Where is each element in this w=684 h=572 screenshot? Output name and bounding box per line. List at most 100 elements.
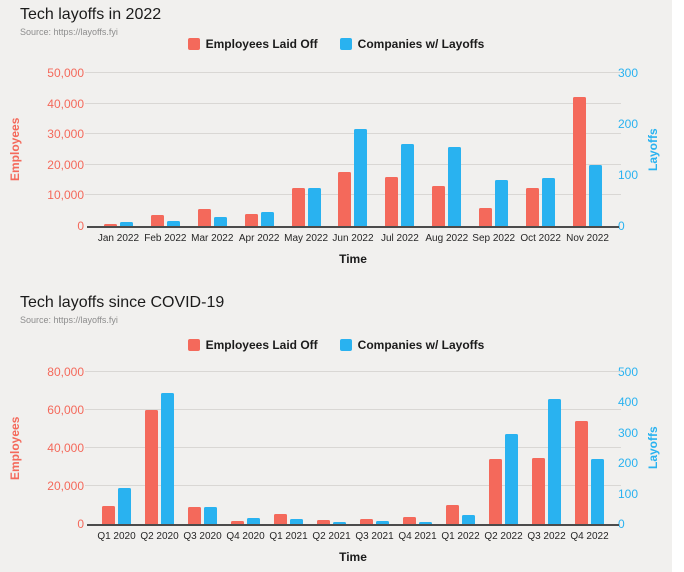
bar-employees-feb-2022 [150, 215, 164, 226]
x-tick-label: Q4 2021 [398, 531, 437, 542]
chart-source-link[interactable]: Source: https://layoffs.fyi [20, 315, 118, 325]
x-axis-line [87, 226, 619, 228]
y-tick-label: 300 [618, 66, 639, 80]
bar-group [353, 372, 396, 524]
x-tick-label: Jul 2022 [380, 233, 419, 244]
time-axis-title: Time [339, 550, 367, 564]
bar-companies-q1-2022 [462, 514, 475, 524]
y-tick-label: 20,000 [47, 157, 84, 172]
bar-group [142, 73, 189, 226]
x-tick-label: Q1 2022 [441, 531, 480, 542]
bars-row [95, 372, 611, 524]
y-tick-label: 0 [618, 517, 625, 531]
y-tick-label: 200 [618, 117, 639, 131]
x-tick-label: Oct 2022 [520, 233, 561, 244]
bar-companies-q4-2022 [591, 458, 604, 524]
gridline [85, 163, 621, 165]
bar-group [138, 372, 181, 524]
bar-group [525, 372, 568, 524]
employees-swatch-icon [187, 339, 200, 351]
legend: Employees Laid Off Companies w/ Layoffs [0, 338, 672, 352]
bar-group [310, 372, 353, 524]
legend-label: Companies w/ Layoffs [357, 338, 485, 352]
bar-companies-q1-2021 [290, 518, 303, 524]
x-tick-label: Jan 2022 [97, 233, 140, 244]
bar-employees-q3-2020 [188, 506, 201, 524]
bar-employees-q4-2022 [575, 421, 588, 524]
bar-companies-q4-2021 [419, 522, 432, 524]
bar-group [423, 73, 470, 226]
x-tick-label: Q1 2021 [269, 531, 308, 542]
bar-group [95, 372, 138, 524]
x-tick-label: Sep 2022 [472, 233, 516, 244]
bar-companies-jan-2022 [119, 222, 133, 226]
y-tick-label: 10,000 [47, 188, 84, 203]
chart-2022: Tech layoffs in 2022 Source: https://lay… [0, 0, 672, 286]
bar-group [376, 73, 423, 226]
chart-title: Tech layoffs since COVID-19 [20, 294, 225, 311]
x-axis-line [87, 524, 619, 526]
x-axis-labels: Q1 2020 Q2 2020 Q3 2020 Q4 2020 Q1 2021 Q2 20… [95, 531, 611, 542]
companies-swatch-icon [339, 38, 352, 50]
bar-companies-q2-2021 [333, 522, 346, 524]
x-tick-label: Q4 2022 [570, 531, 609, 542]
time-axis-title: Time [339, 252, 367, 266]
y-tick-label: 20,000 [47, 479, 84, 493]
bar-group [564, 73, 611, 226]
chart-source-link[interactable]: Source: https://layoffs.fyi [20, 27, 118, 37]
y-tick-label: 80,000 [47, 365, 84, 379]
x-tick-label: Aug 2022 [425, 233, 469, 244]
chart-title: Tech layoffs in 2022 [20, 6, 162, 23]
bar-companies-q3-2021 [376, 520, 389, 524]
y-axis-right: 0 100 200 300 400 500 [618, 365, 666, 531]
gridline [85, 409, 621, 410]
bar-companies-apr-2022 [260, 211, 274, 226]
x-tick-label: Feb 2022 [144, 233, 187, 244]
y-axis-right: 0 100 200 300 [618, 66, 666, 233]
x-tick-label: Q1 2020 [97, 531, 136, 542]
bar-employees-jul-2022 [385, 177, 399, 226]
bar-companies-sep-2022 [495, 179, 509, 226]
x-tick-label: Q4 2020 [226, 531, 265, 542]
bar-employees-apr-2022 [244, 213, 258, 226]
y-tick-label: 400 [618, 395, 639, 410]
legend-item-employees: Employees Laid Off [187, 338, 318, 352]
x-tick-label: Jun 2022 [332, 233, 374, 244]
y-tick-label: 40,000 [47, 441, 84, 455]
y-tick-label: 0 [77, 517, 84, 531]
y-tick-label: 0 [618, 219, 625, 233]
bar-group [482, 372, 525, 524]
bar-companies-jul-2022 [401, 144, 415, 226]
bar-employees-q1-2021 [274, 513, 287, 524]
legend: Employees Laid Off Companies w/ Layoffs [0, 37, 672, 51]
bar-group [189, 73, 236, 226]
bar-employees-nov-2022 [573, 97, 587, 226]
bar-group [224, 372, 267, 524]
chart-covid: Tech layoffs since COVID-19 Source: http… [0, 288, 672, 572]
y-tick-label: 60,000 [47, 403, 84, 417]
bar-employees-oct-2022 [526, 187, 540, 226]
legend-item-employees: Employees Laid Off [187, 37, 318, 51]
companies-swatch-icon [339, 339, 352, 351]
bar-group [95, 73, 142, 226]
x-tick-label: Mar 2022 [191, 233, 234, 244]
bar-group [396, 372, 439, 524]
x-tick-label: Nov 2022 [566, 233, 609, 244]
bar-employees-q1-2022 [446, 505, 459, 524]
plot-area [85, 371, 621, 526]
bar-companies-q4-2020 [247, 517, 260, 524]
bar-employees-may-2022 [291, 187, 305, 226]
bar-employees-mar-2022 [197, 209, 211, 226]
gridline [85, 194, 621, 196]
x-tick-label: Q3 2020 [183, 531, 222, 542]
bar-employees-q4-2021 [403, 517, 416, 524]
bar-group [568, 372, 611, 524]
bar-group [181, 372, 224, 524]
y-tick-label: 200 [618, 456, 639, 471]
y-tick-label: 0 [77, 219, 84, 233]
legend-label: Employees Laid Off [205, 37, 318, 51]
y-tick-label: 100 [618, 486, 639, 501]
bar-employees-q4-2020 [231, 521, 244, 524]
gridline [85, 102, 621, 104]
